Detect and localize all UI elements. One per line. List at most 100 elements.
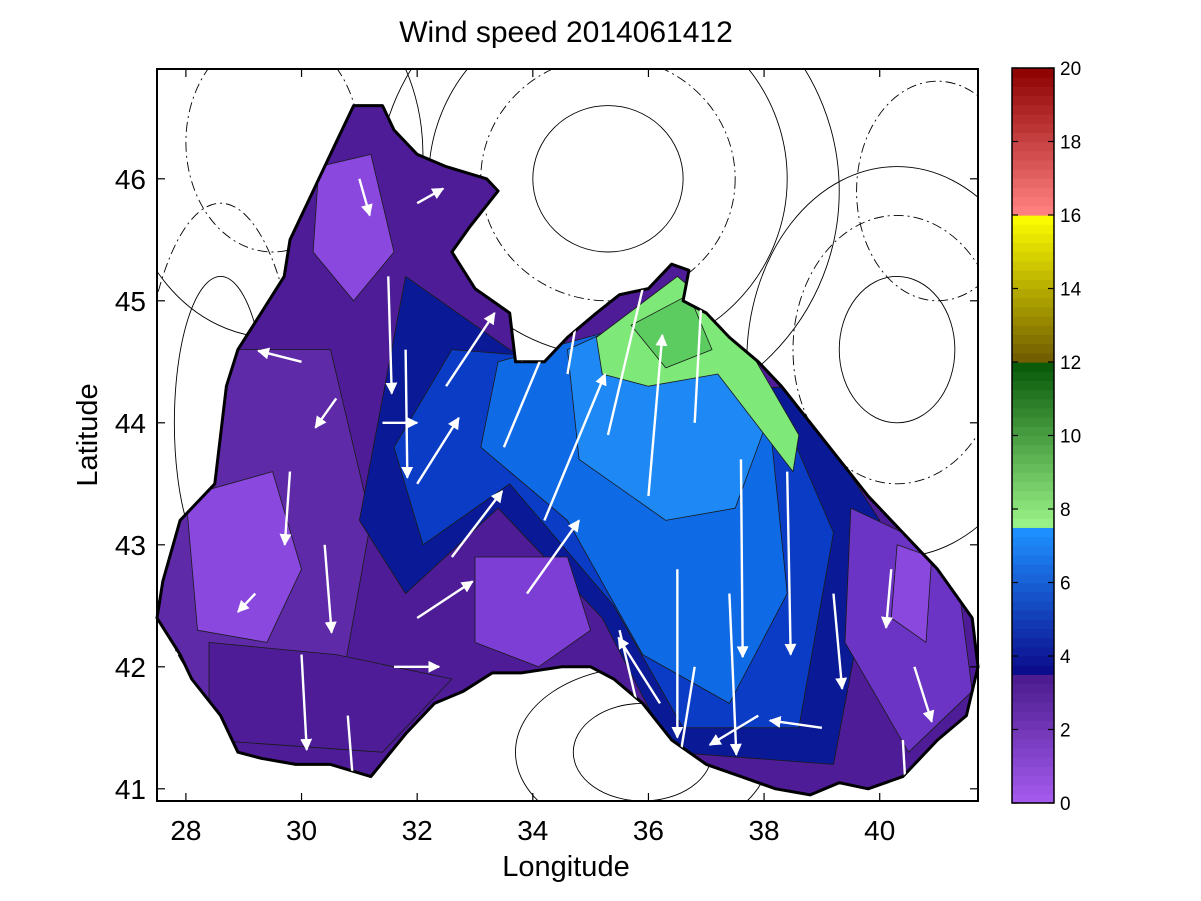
colorbar-swatch	[1012, 472, 1054, 483]
colorbar-swatch	[1012, 610, 1054, 620]
x-tick-label: 32	[402, 815, 433, 846]
wind-arrow	[526, 519, 581, 595]
colorbar-swatch	[1012, 738, 1054, 749]
y-tick-label: 45	[115, 286, 146, 317]
colorbar-swatch	[1012, 316, 1054, 326]
colorbar-swatch	[1012, 288, 1054, 299]
colorbar-swatch	[1012, 380, 1054, 391]
colorbar-swatch	[1012, 720, 1054, 731]
wind-arrow	[728, 593, 742, 756]
wind-arrow	[881, 569, 894, 629]
colorbar-swatch	[1012, 591, 1054, 602]
y-tick-label: 41	[115, 774, 146, 805]
pressure-contour	[480, 69, 736, 302]
colorbar-swatch	[1012, 582, 1054, 593]
x-axis: 28 30 32 34 36 38 40	[170, 69, 895, 846]
colorbar-ticks: 0 2 4 6 8 10 12 14 16 18 20	[1012, 59, 1082, 815]
colorbar-swatch	[1012, 444, 1054, 455]
colorbar-swatch	[1012, 178, 1054, 189]
plot-frame	[156, 68, 979, 802]
wind-arrow	[300, 654, 313, 751]
wind-arrow	[708, 714, 759, 746]
colorbar-swatch	[1012, 389, 1054, 400]
colorbar-swatch	[1012, 233, 1054, 244]
y-tick-label: 42	[115, 652, 146, 683]
wind-arrow	[416, 416, 460, 485]
colorbar-swatch	[1012, 600, 1054, 611]
wind-arrow	[358, 178, 373, 217]
x-tick-label: 30	[286, 815, 317, 846]
chart-title: Wind speed 2014061412	[399, 16, 733, 49]
x-tick-label: 40	[864, 815, 895, 846]
colorbar-tick-label: 0	[1060, 794, 1071, 815]
wind-arrow	[450, 490, 504, 558]
colorbar-swatch	[1012, 564, 1054, 574]
colorbar-swatch	[1012, 619, 1054, 630]
colorbar-tick-label: 2	[1060, 721, 1071, 742]
colorbar-tick-label: 16	[1060, 206, 1081, 227]
colorbar-swatch	[1012, 141, 1054, 152]
colorbar-swatch	[1012, 747, 1054, 758]
colorbar-swatch	[1012, 270, 1054, 280]
wind-arrow	[323, 544, 337, 634]
x-tick-label: 38	[748, 815, 779, 846]
colorbar-swatches	[1012, 68, 1054, 804]
y-tick-label: 46	[115, 164, 146, 195]
wind-arrow	[257, 347, 302, 363]
wind-arrow	[768, 716, 823, 729]
pressure-contour	[838, 275, 956, 424]
colorbar-swatch	[1012, 224, 1054, 234]
wind-arrow	[445, 312, 496, 387]
colorbar-swatch	[1012, 674, 1054, 685]
speed-region	[630, 294, 713, 369]
colorbar-swatch	[1012, 215, 1054, 225]
colorbar-tick-label: 12	[1060, 353, 1081, 374]
colorbar-swatch	[1012, 646, 1054, 657]
pressure-contour	[856, 80, 978, 302]
colorbar-swatch	[1012, 573, 1054, 584]
wind-arrow	[237, 592, 257, 613]
wind-arrow	[279, 471, 292, 546]
colorbar-tick-label: 8	[1060, 500, 1071, 521]
colorbar-swatch	[1012, 352, 1054, 363]
colorbar-swatch	[1012, 159, 1054, 170]
colorbar-swatch	[1012, 784, 1054, 795]
colorbar-swatch	[1012, 692, 1054, 703]
colorbar-swatch	[1012, 306, 1054, 317]
plot-area	[155, 68, 980, 802]
x-tick-label: 34	[517, 815, 548, 846]
colorbar-swatch	[1012, 260, 1054, 271]
colorbar-swatch	[1012, 371, 1054, 381]
colorbar-swatch	[1012, 683, 1054, 694]
colorbar-swatch	[1012, 665, 1054, 675]
wind-arrow	[736, 459, 749, 659]
colorbar-swatch	[1012, 545, 1054, 556]
colorbar-tick-label: 20	[1060, 59, 1081, 80]
colorbar-swatch	[1012, 279, 1054, 290]
wind-arrow	[346, 715, 358, 795]
colorbar-swatch	[1012, 481, 1054, 492]
colorbar-swatch	[1012, 766, 1054, 777]
colorbar-swatch	[1012, 463, 1054, 473]
y-axis-label: Latitude	[72, 383, 104, 486]
colorbar: 0 2 4 6 8 10 12 14 16 18 20	[1011, 59, 1082, 815]
wind-arrow	[647, 333, 668, 497]
colorbar-swatch	[1012, 775, 1054, 786]
colorbar-swatch	[1012, 251, 1054, 262]
colorbar-tick-label: 14	[1060, 280, 1082, 301]
coastline	[155, 104, 980, 797]
colorbar-swatch	[1012, 518, 1054, 528]
y-axis: 41 42 43 44 45 46	[115, 164, 978, 805]
y-tick-label: 44	[115, 408, 146, 439]
colorbar-swatch	[1012, 123, 1054, 133]
colorbar-swatch	[1012, 132, 1054, 143]
colorbar-swatch	[1012, 656, 1054, 666]
colorbar-swatch	[1012, 150, 1054, 161]
wind-arrow	[784, 471, 797, 656]
colorbar-swatch	[1012, 362, 1054, 372]
colorbar-swatch	[1012, 729, 1054, 740]
wind-arrow	[385, 276, 398, 395]
colorbar-swatch	[1012, 554, 1054, 565]
colorbar-tick-label: 4	[1060, 647, 1071, 668]
